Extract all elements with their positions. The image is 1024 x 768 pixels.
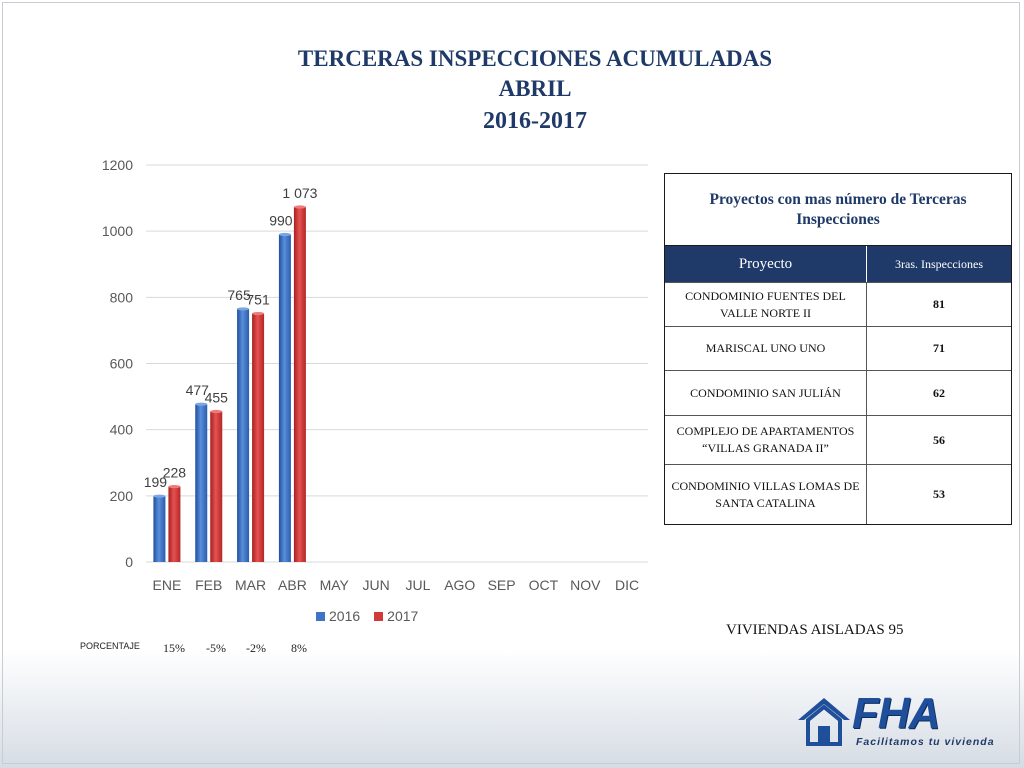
data-label-2017-abr: 1 073	[282, 185, 317, 201]
legend-item-2017: 2017	[374, 608, 418, 624]
table-row: MARISCAL UNO UNO 71	[665, 326, 1011, 370]
row-project: CONDOMINIO SAN JULIÁN	[665, 371, 867, 415]
background-footer-band	[0, 650, 1024, 768]
header-project: Proyecto	[665, 246, 867, 282]
x-tick-label: ENE	[153, 577, 182, 593]
data-label-2016-mar: 765	[227, 287, 251, 303]
title-line-2: ABRIL	[498, 76, 572, 101]
table-header: Proyecto 3ras. Inspecciones	[665, 246, 1011, 282]
row-project: MARISCAL UNO UNO	[665, 327, 867, 370]
percentage-abr: 8%	[291, 641, 307, 655]
header-count: 3ras. Inspecciones	[895, 256, 983, 271]
legend-swatch-2017	[374, 611, 384, 621]
row-project: CONDOMINIO FUENTES DEL VALLE NORTE II	[665, 283, 867, 326]
bar-cap	[237, 307, 250, 311]
y-tick-label: 600	[110, 356, 134, 372]
bar-2017-feb	[210, 411, 223, 562]
bar-2016-mar	[237, 308, 250, 562]
row-project: CONDOMINIO VILLAS LOMAS DE SANTA CATALIN…	[665, 465, 867, 524]
legend-label-2016: 2016	[329, 608, 361, 624]
title-line-3: 2016-2017	[483, 108, 587, 134]
table-row: CONDOMINIO VILLAS LOMAS DE SANTA CATALIN…	[665, 464, 1011, 524]
row-count: 53	[933, 487, 945, 501]
bar-cap	[168, 484, 181, 489]
bar-2017-abr	[293, 207, 306, 562]
x-tick-label: JUN	[362, 577, 389, 593]
data-label-2017-feb: 455	[205, 389, 229, 405]
table-row: COMPLEJO DE APARTAMENTOS “VILLAS GRANADA…	[665, 415, 1011, 464]
row-count: 62	[933, 385, 945, 400]
legend-swatch-2016	[316, 611, 325, 621]
y-tick-label: 0	[125, 554, 133, 570]
bar-2016-ene	[153, 496, 166, 562]
row-count: 56	[933, 432, 945, 447]
legend-item-2016: 2016	[316, 608, 360, 624]
table-row: CONDOMINIO SAN JULIÁN 62	[665, 370, 1011, 415]
data-label-2017-ene: 228	[163, 465, 187, 481]
percentage-ene: 15%	[163, 641, 185, 655]
table-caption: Proyectos con mas número de Terceras Ins…	[665, 174, 1011, 246]
x-tick-label: FEB	[195, 577, 222, 593]
data-label-2017-mar: 751	[246, 292, 270, 308]
x-tick-label: MAY	[320, 577, 350, 593]
logo-text: FHA	[852, 689, 940, 738]
y-tick-label: 1000	[102, 223, 133, 239]
bar-cap	[278, 232, 291, 237]
data-label-2016-ene: 199	[144, 474, 168, 490]
data-label-2016-abr: 990	[269, 212, 293, 228]
bar-cap	[252, 311, 265, 316]
table-row: CONDOMINIO FUENTES DEL VALLE NORTE II 81	[665, 282, 1011, 326]
chart-legend: 2016 2017	[316, 608, 418, 624]
x-tick-label: SEP	[488, 577, 516, 593]
x-tick-label: JUL	[405, 577, 430, 593]
x-tick-label: NOV	[570, 577, 601, 593]
slide-title: TERCERAS INSPECCIONES ACUMULADAS ABRIL 2…	[200, 44, 870, 138]
bar-2017-mar	[252, 313, 265, 562]
y-tick-label: 1200	[102, 157, 133, 173]
bar-cap	[153, 494, 166, 498]
row-count: 71	[933, 341, 945, 355]
house-icon	[798, 698, 850, 746]
logo-slogan: Facilitamos tu vivienda	[856, 736, 995, 748]
x-tick-label: AGO	[444, 577, 475, 593]
percentage-label: PORCENTAJE	[80, 641, 140, 651]
x-tick-label: OCT	[529, 577, 559, 593]
row-count: 81	[933, 297, 945, 311]
y-tick-label: 200	[110, 488, 134, 504]
bar-cap	[210, 409, 223, 414]
percentage-mar: -2%	[246, 641, 266, 655]
bar-cap	[293, 205, 306, 209]
y-tick-label: 800	[110, 289, 134, 305]
y-tick-label: 400	[110, 422, 134, 438]
percentage-feb: -5%	[206, 641, 226, 655]
bar-cap	[195, 402, 208, 406]
x-tick-label: DIC	[615, 577, 639, 593]
legend-label-2017: 2017	[387, 608, 419, 624]
viviendas-aisladas: VIVIENDAS AISLADAS 95	[726, 622, 904, 638]
data-label-2016-feb: 477	[186, 382, 210, 398]
bar-2016-abr	[278, 234, 291, 562]
bar-2017-ene	[168, 486, 181, 562]
row-project: COMPLEJO DE APARTAMENTOS “VILLAS GRANADA…	[665, 416, 867, 464]
title-line-1: TERCERAS INSPECCIONES ACUMULADAS	[297, 46, 773, 71]
bar-2016-feb	[195, 404, 208, 562]
x-tick-label: ABR	[278, 577, 307, 593]
x-tick-label: MAR	[235, 577, 266, 593]
top-projects-table: Proyectos con mas número de Terceras Ins…	[664, 173, 1012, 525]
